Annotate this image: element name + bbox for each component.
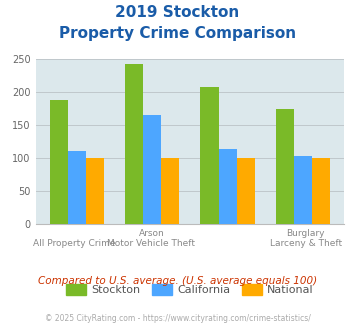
Bar (68, 151, 86, 224)
Text: © 2025 CityRating.com - https://www.cityrating.com/crime-statistics/: © 2025 CityRating.com - https://www.city… (45, 314, 310, 323)
Bar (276, 109, 294, 224)
Bar (219, 149, 237, 224)
Legend: Stockton, California, National: Stockton, California, National (62, 280, 318, 299)
Text: Compared to U.S. average. (U.S. average equals 100): Compared to U.S. average. (U.S. average … (38, 276, 317, 285)
Text: Burglary: Burglary (286, 229, 325, 238)
Bar (86, 158, 104, 224)
Text: Larceny & Theft: Larceny & Theft (270, 239, 342, 248)
Bar (312, 158, 330, 224)
Text: Property Crime Comparison: Property Crime Comparison (59, 26, 296, 41)
Text: 2019 Stockton: 2019 Stockton (115, 5, 240, 20)
Text: Arson: Arson (138, 229, 164, 238)
Bar (201, 87, 219, 224)
Text: Motor Vehicle Theft: Motor Vehicle Theft (107, 239, 195, 248)
Bar (125, 64, 143, 224)
Bar (50, 100, 68, 224)
Bar (294, 156, 312, 224)
Bar (161, 158, 179, 224)
Bar (143, 115, 161, 224)
Bar (237, 158, 255, 224)
Text: All Property Crime: All Property Crime (33, 239, 115, 248)
